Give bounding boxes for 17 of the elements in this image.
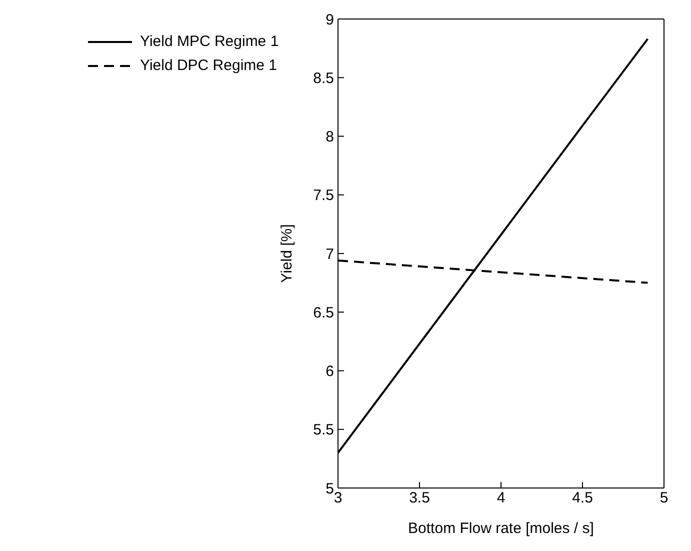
- y-tick-label: 7.5: [313, 187, 334, 204]
- x-tick-label: 5: [660, 490, 668, 507]
- y-tick-label: 6.5: [313, 304, 334, 322]
- y-tick-label: 8: [326, 128, 334, 146]
- x-tick-label: 3.5: [409, 490, 430, 507]
- x-axis-title: Bottom Flow rate [moles / s]: [408, 520, 594, 537]
- x-tick-label: 3: [334, 490, 342, 507]
- y-tick-label: 9: [326, 11, 334, 28]
- x-tick-label: 4: [496, 490, 506, 507]
- y-tick-label: 8.5: [313, 70, 334, 87]
- y-axis-title: Yield [%]: [278, 224, 296, 283]
- y-tick-label: 5.5: [313, 422, 334, 439]
- y-tick-label: 6: [326, 363, 334, 380]
- legend-label: Yield DPC Regime 1: [140, 56, 277, 76]
- y-tick-label: 7: [326, 246, 334, 263]
- legend-label: Yield MPC Regime 1: [140, 32, 279, 52]
- x-tick-label: 4.5: [572, 490, 593, 507]
